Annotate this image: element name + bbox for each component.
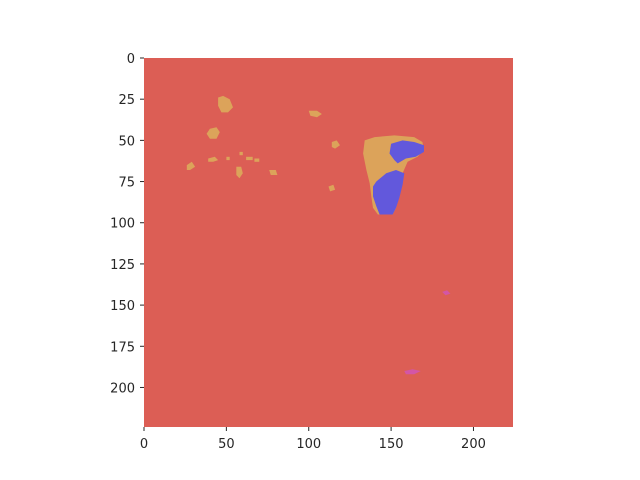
y-axis-ticks: 0 25 50 75 100 125 150 175 200 [110, 52, 144, 396]
region-orange-7 [186, 161, 196, 170]
x-axis-ticks: 0 50 100 150 200 [140, 427, 486, 452]
y-tick-label: 25 [118, 93, 135, 108]
y-tick-label: 0 [127, 52, 135, 67]
x-tick-label: 50 [218, 437, 235, 452]
region-orange-5 [308, 110, 322, 118]
region-blue-1 [389, 140, 424, 164]
plot-background [144, 58, 513, 427]
x-tick-label: 200 [461, 437, 486, 452]
y-tick-label: 50 [118, 134, 135, 149]
region-orange-11 [328, 184, 336, 192]
segmentation-regions [186, 95, 451, 375]
region-orange-8 [208, 156, 219, 162]
region-orange-12 [226, 156, 230, 161]
region-orange-3 [218, 95, 233, 113]
region-orange-15 [239, 151, 243, 156]
region-magenta-17 [442, 290, 451, 296]
region-magenta-16 [404, 369, 421, 375]
region-orange-13 [246, 156, 253, 161]
region-orange-9 [236, 166, 243, 179]
y-tick-label: 200 [110, 381, 135, 396]
y-tick-label: 150 [110, 299, 135, 314]
y-tick-label: 75 [118, 176, 135, 191]
y-tick-label: 125 [110, 258, 135, 273]
region-blue-2 [373, 170, 405, 215]
x-tick-label: 0 [140, 437, 148, 452]
x-tick-label: 150 [379, 437, 404, 452]
region-orange-14 [254, 158, 260, 162]
y-tick-label: 100 [110, 217, 135, 232]
region-orange-4 [206, 127, 220, 139]
y-tick-label: 175 [110, 340, 135, 355]
x-tick-label: 100 [296, 437, 321, 452]
region-orange-10 [269, 170, 278, 175]
region-orange-6 [331, 140, 340, 149]
